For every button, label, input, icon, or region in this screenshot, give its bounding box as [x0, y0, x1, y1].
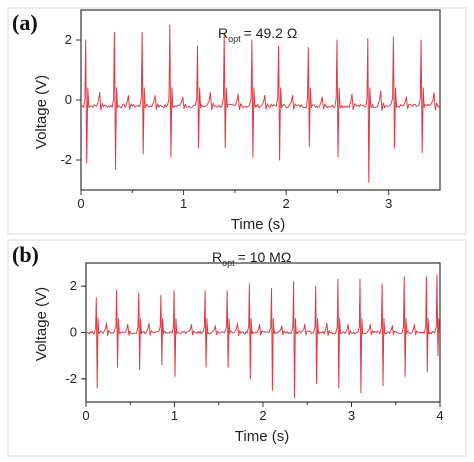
panel-a-y-tick-label: 0 [65, 92, 72, 107]
panel-a-x-tick-label: 2 [283, 196, 290, 211]
panel-a-x-tick-label: 3 [385, 196, 392, 211]
panel-b-annotation: Ropt = 10 MΩ [212, 249, 291, 268]
panel-b-x-tick-label: 1 [171, 408, 178, 423]
panel-b-xlabel: Time (s) [235, 428, 289, 445]
panel-b-x-tick-label: 3 [348, 408, 355, 423]
panel-b-x-tick-label: 4 [436, 408, 443, 423]
panel-a-x-tick-label: 1 [180, 196, 187, 211]
panel-b-label: (b) [12, 242, 39, 267]
panel-b-y-tick-label: 0 [70, 325, 77, 340]
panel-a-voltage-trace [80, 24, 440, 183]
panel-b-x-tick-label: 0 [82, 408, 89, 423]
panel-b-voltage-trace [85, 274, 441, 398]
panel-a-xlabel: Time (s) [231, 216, 285, 233]
panel-a-y-tick-label: 2 [65, 32, 72, 47]
panel-a-box [7, 7, 467, 235]
panel-b: 0 1 2 3 4 -2 0 2 (b) Ropt = 10 MΩ Time (s) Volta… [7, 239, 467, 457]
panel-b-y-tick-label: -2 [65, 371, 77, 386]
panel-a-y-tick-label: -2 [60, 152, 72, 167]
panel-b-y-tick-label: 2 [70, 278, 77, 293]
panel-a-label: (a) [12, 10, 38, 35]
panel-a-ylabel: Voltage (V) [33, 75, 50, 149]
panel-b-box [7, 239, 467, 457]
panel-a-plot: 0 1 2 3 -2 0 2 [60, 9, 441, 211]
panel-a: 0 1 2 3 -2 0 2 (a) Ropt = 49.2 Ω Time (s) Volta… [7, 7, 467, 235]
panel-b-x-tick-label: 2 [259, 408, 266, 423]
panel-b-ylabel: Voltage (V) [33, 287, 50, 361]
panel-a-annotation: Ropt = 49.2 Ω [218, 25, 297, 44]
panel-a-x-tick-label: 0 [77, 196, 84, 211]
panel-b-plot: 0 1 2 3 4 -2 0 2 [65, 262, 444, 423]
